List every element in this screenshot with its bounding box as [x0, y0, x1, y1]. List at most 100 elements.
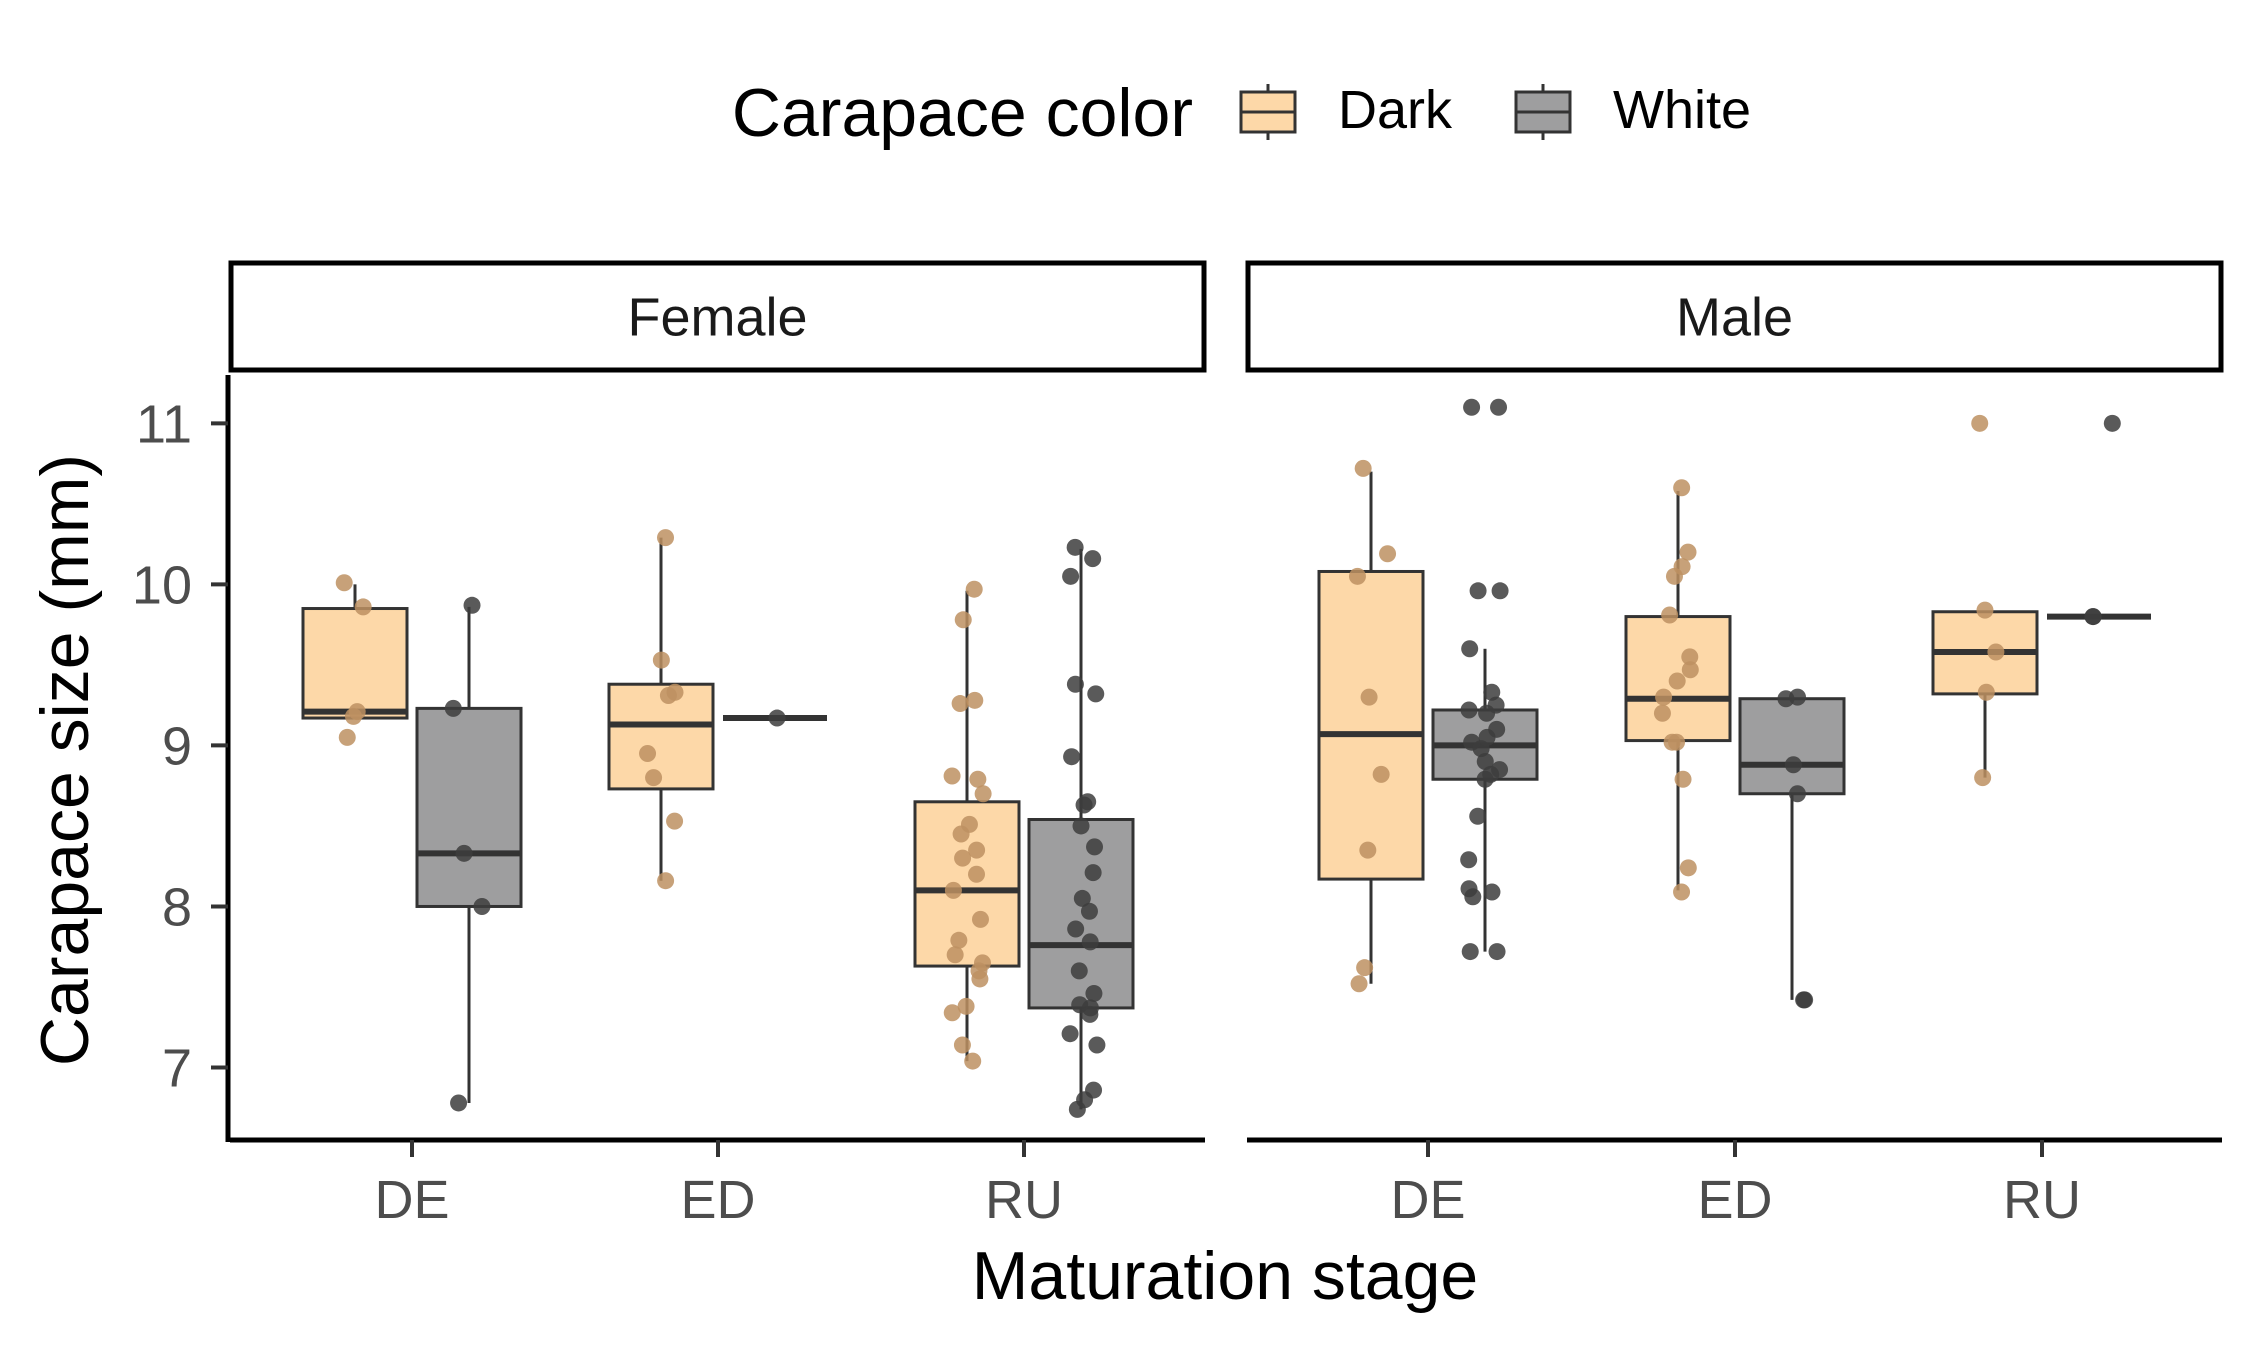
- data-point: [1463, 398, 1481, 416]
- y-tick-label: 7: [162, 1039, 192, 1099]
- box-male-ed-white: [1738, 697, 1846, 1000]
- box-male-ed-dark: [1624, 490, 1732, 891]
- data-point: [455, 844, 473, 862]
- data-point: [354, 598, 372, 616]
- y-tick-label: 10: [132, 555, 192, 615]
- data-point: [1655, 688, 1673, 706]
- y-tick-label: 8: [162, 877, 192, 937]
- data-point: [1987, 643, 2005, 661]
- box-body: [1317, 569, 1425, 881]
- legend-entry-dark: Dark: [1239, 80, 1453, 140]
- data-point: [1679, 543, 1697, 561]
- data-point: [1976, 601, 1994, 619]
- data-point: [463, 596, 481, 614]
- data-point: [1372, 765, 1390, 783]
- data-point: [1088, 1036, 1106, 1054]
- points-male-de-white: [1460, 398, 1509, 961]
- data-point: [1679, 859, 1697, 877]
- data-point: [1483, 683, 1501, 701]
- data-point: [1788, 785, 1806, 803]
- data-point: [657, 529, 675, 547]
- facet-panels: Female Male: [228, 260, 2224, 1118]
- data-point: [1086, 838, 1104, 856]
- data-point: [1665, 567, 1683, 585]
- data-point: [1461, 640, 1479, 658]
- data-point: [1360, 688, 1378, 706]
- points-male-de-dark: [1348, 459, 1397, 993]
- box-body: [607, 682, 715, 791]
- data-point: [1350, 975, 1368, 993]
- data-point: [1084, 550, 1102, 568]
- facet-strip-female: [228, 260, 1207, 373]
- data-point: [1681, 661, 1699, 679]
- data-point: [966, 691, 984, 709]
- facet-label-male: Male: [1676, 288, 1793, 348]
- data-point: [943, 767, 961, 785]
- points-male-ed-white: [1777, 688, 1814, 1009]
- data-point: [1488, 943, 1506, 961]
- y-axis-title: Carapace size (mm): [27, 454, 103, 1066]
- data-point: [952, 825, 970, 843]
- y-tick-label: 9: [162, 716, 192, 776]
- points-male-ru-dark: [1971, 414, 2005, 787]
- y-tick-label: 11: [136, 394, 192, 454]
- data-point: [1084, 864, 1102, 882]
- x-tick-label: RU: [985, 1170, 1063, 1230]
- points-female-de-white: [444, 596, 491, 1112]
- data-point: [1476, 753, 1494, 771]
- data-point: [1063, 748, 1081, 766]
- data-point: [1356, 959, 1374, 977]
- legend-entry-white: White: [1514, 80, 1751, 140]
- data-point: [964, 1052, 982, 1070]
- data-point: [1067, 920, 1085, 938]
- data-point: [659, 686, 677, 704]
- box-female-de-white: [415, 606, 523, 1103]
- data-point: [1977, 683, 1995, 701]
- box-female-ed-dark: [607, 537, 715, 881]
- axes: DE ED RU DE ED RU 7 8 9 10 11: [132, 375, 2222, 1230]
- data-point: [1777, 690, 1795, 708]
- data-point: [444, 699, 462, 717]
- data-point: [951, 695, 969, 713]
- data-point: [1062, 567, 1080, 585]
- data-point: [1472, 740, 1490, 758]
- box-female-ru-white: [1027, 548, 1135, 1110]
- data-point: [652, 651, 670, 669]
- data-point: [1348, 567, 1366, 585]
- data-point: [344, 707, 362, 725]
- data-point: [657, 872, 675, 890]
- data-point: [950, 931, 968, 949]
- data-point: [1068, 1100, 1086, 1118]
- points-female-ru-white: [1061, 538, 1106, 1118]
- data-point: [1974, 769, 1992, 787]
- data-point: [1971, 414, 1989, 432]
- data-point: [1354, 459, 1372, 477]
- points-female-ed-dark: [639, 529, 684, 890]
- data-point: [968, 865, 986, 883]
- data-point: [1661, 606, 1679, 624]
- data-point: [1469, 807, 1487, 825]
- legend: Carapace color Dark White: [732, 75, 1751, 151]
- x-tick-label: DE: [374, 1170, 449, 1230]
- x-tick-label: RU: [2003, 1170, 2081, 1230]
- data-point: [1490, 398, 1508, 416]
- data-point: [1066, 538, 1084, 556]
- data-point: [1075, 796, 1093, 814]
- data-point: [957, 997, 975, 1015]
- points-male-ru-white: [2084, 414, 2121, 626]
- box-body: [415, 706, 523, 908]
- data-point: [946, 946, 964, 964]
- box-female-de-dark: [301, 584, 409, 720]
- legend-label-white: White: [1613, 80, 1751, 140]
- data-point: [1460, 701, 1478, 719]
- data-point: [1674, 770, 1692, 788]
- data-point: [954, 611, 972, 629]
- data-point: [971, 970, 989, 988]
- data-point: [1653, 704, 1671, 722]
- data-point: [1478, 704, 1496, 722]
- x-axis-title: Maturation stage: [972, 1238, 1479, 1314]
- data-point: [1081, 933, 1099, 951]
- points-male-ed-dark: [1653, 479, 1699, 901]
- data-point: [639, 744, 657, 762]
